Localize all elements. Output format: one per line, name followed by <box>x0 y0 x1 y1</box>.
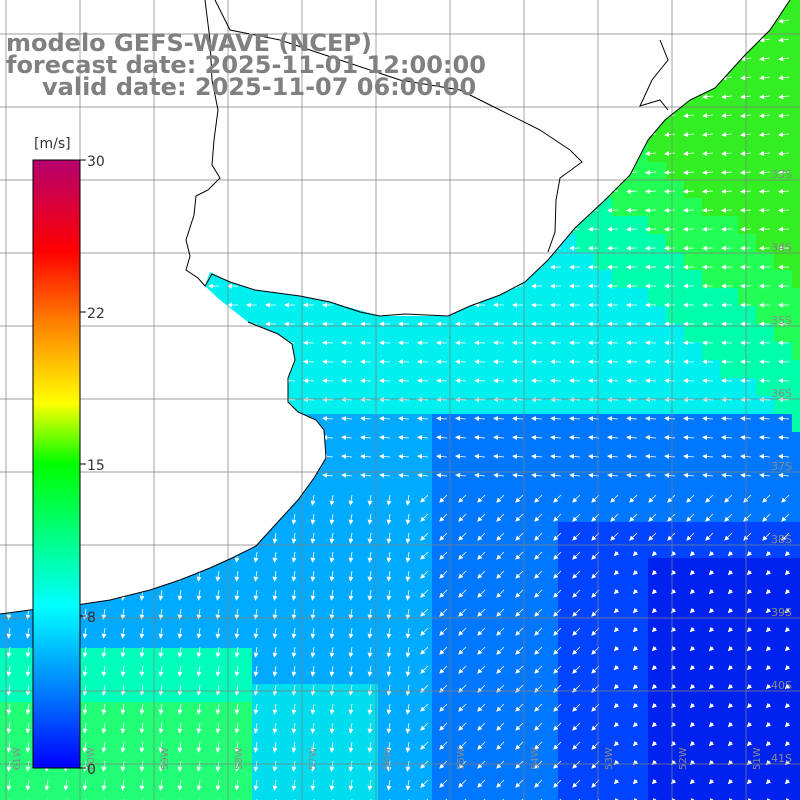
latitude-label: 34S <box>771 241 792 254</box>
valid-date: valid date: 2025-11-07 06:00:00 <box>42 73 477 101</box>
colorbar-gradient <box>32 159 81 769</box>
longitude-labels: 61W 60W 59W 58W 57W 56W 55W 54W 53W 52W 51W <box>12 747 763 770</box>
longitude-label: 57W <box>308 747 319 770</box>
latitude-label: 41S <box>771 752 792 765</box>
latitude-label: 37S <box>771 460 792 473</box>
argentina-coast <box>0 321 327 615</box>
coastline <box>185 0 791 317</box>
latitude-label: 38S <box>771 533 792 546</box>
colorbar: [m/s] 30 22 15 8 0 <box>32 136 105 778</box>
uruguay-coast-detail <box>214 0 583 253</box>
latitude-label: 39S <box>771 606 792 619</box>
longitude-label: 59W <box>160 747 171 770</box>
longitude-label: 53W <box>604 747 615 770</box>
latitude-labels: 33S 34S 35S 36S 37S 38S 39S 40S 41S <box>771 168 792 765</box>
longitude-label: 58W <box>234 747 245 770</box>
latitude-label: 40S <box>771 679 792 692</box>
colorbar-tick-label: 0 <box>87 762 96 778</box>
longitude-label: 52W <box>678 747 689 770</box>
latitude-label: 36S <box>771 387 792 400</box>
colorbar-tick-label: 15 <box>87 458 105 474</box>
lagoon-coast <box>639 39 669 111</box>
latitude-label: 35S <box>771 314 792 327</box>
longitude-label: 56W <box>382 747 393 770</box>
model-title: modelo GEFS-WAVE (NCEP) <box>6 29 372 57</box>
forecast-date: forecast date: 2025-11-01 12:00:00 <box>6 51 486 79</box>
longitude-label: 60W <box>86 747 97 770</box>
longitude-label: 54W <box>530 747 541 770</box>
latitude-label: 33S <box>771 168 792 181</box>
colorbar-tick-label: 30 <box>87 154 105 170</box>
longitude-label: 61W <box>12 747 23 770</box>
longitude-label: 55W <box>456 747 467 770</box>
colorbar-unit-label: [m/s] <box>34 136 71 152</box>
longitude-label: 51W <box>752 747 763 770</box>
colorbar-tick-label: 8 <box>87 610 96 626</box>
colorbar-tick-label: 22 <box>87 306 105 322</box>
